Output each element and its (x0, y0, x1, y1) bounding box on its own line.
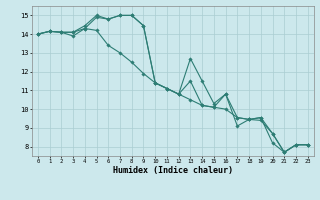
X-axis label: Humidex (Indice chaleur): Humidex (Indice chaleur) (113, 166, 233, 175)
